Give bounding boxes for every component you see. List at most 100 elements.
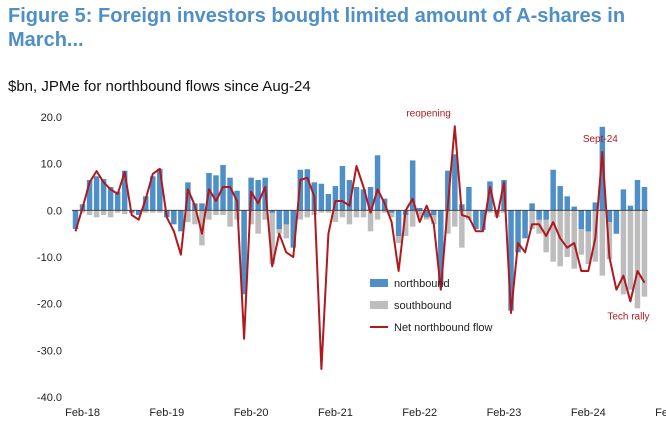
net-northbound-flow-line: [74, 125, 646, 370]
northbound-bar: [599, 126, 606, 211]
northbound-bar: [150, 176, 156, 211]
northbound-bar: [374, 155, 381, 211]
southbound-bar: [227, 210, 233, 227]
southbound-bar: [634, 210, 641, 309]
northbound-bar: [143, 196, 149, 211]
northbound-bar: [445, 170, 451, 211]
legend-label: southbound: [394, 300, 452, 312]
southbound-bar: [381, 210, 388, 213]
southbound-bar: [627, 210, 634, 290]
annotation-label: reopening: [406, 108, 450, 119]
northbound-bar: [627, 205, 634, 211]
annotation-label: Sept-24: [583, 134, 618, 145]
northbound-bar: [423, 210, 430, 218]
northbound-bar: [641, 187, 648, 211]
northbound-bar: [395, 210, 402, 236]
southbound-bar: [487, 210, 493, 213]
southbound-bar: [578, 210, 585, 255]
northbound-bar: [255, 180, 261, 211]
northbound-bar: [93, 176, 100, 211]
x-tick-label: Feb-23: [487, 407, 522, 419]
southbound-bar: [93, 210, 100, 218]
southbound-bar: [220, 210, 226, 215]
northbound-bar: [409, 160, 416, 211]
southbound-bar: [150, 210, 156, 213]
southbound-bar: [157, 210, 163, 213]
northbound-bar: [592, 202, 599, 211]
figure-title: Figure 5: Foreign investors bought limit…: [8, 5, 626, 51]
southbound-bar: [185, 210, 191, 222]
southbound-bar: [360, 210, 367, 218]
legend-swatch: [370, 301, 388, 309]
southbound-bar: [431, 210, 437, 225]
northbound-bar: [304, 169, 311, 211]
northbound-bar: [241, 210, 247, 295]
x-tick-label: Feb-25: [655, 407, 666, 419]
southbound-bars: [72, 210, 648, 309]
northbound-bar: [452, 154, 458, 211]
northbound-bar: [353, 187, 360, 211]
annotation-label: Tech rally: [607, 311, 649, 322]
southbound-bar: [269, 210, 275, 264]
legend-label: northbound: [394, 278, 450, 290]
northbound-bar: [578, 210, 585, 229]
northbound-bar: [290, 210, 297, 248]
southbound-bar: [213, 210, 219, 215]
northbound-bar: [480, 210, 486, 230]
northbound-bar: [543, 210, 549, 220]
northbound-bar: [550, 169, 556, 211]
southbound-bar: [452, 210, 458, 227]
northbound-bar: [606, 210, 613, 222]
northbound-bar: [121, 170, 128, 211]
southbound-bar: [641, 210, 648, 297]
southbound-bar: [388, 210, 395, 218]
southbound-bar: [332, 210, 339, 222]
southbound-bar: [374, 210, 381, 220]
southbound-bar: [262, 210, 268, 220]
northbound-bar: [227, 177, 233, 211]
southbound-bar: [325, 210, 332, 213]
northbound-bar: [613, 210, 620, 234]
northbound-bar: [213, 175, 219, 211]
legend-swatch: [370, 279, 388, 287]
southbound-bar: [536, 210, 542, 234]
northbound-bar: [283, 210, 289, 225]
southbound-bar: [248, 210, 254, 225]
northbound-bar: [536, 210, 542, 220]
southbound-bar: [255, 210, 261, 234]
southbound-bar: [599, 210, 606, 276]
x-tick-label: Feb-24: [571, 407, 606, 419]
northbound-bar: [522, 210, 528, 239]
y-axis-ticks: 20.0 10.0 0.0 -10.0 -20.0 -30.0 -40.0: [37, 112, 62, 404]
x-axis-ticks: Feb-18 Feb-19 Feb-20 Feb-21 Feb-22 Feb-23 Feb-…: [65, 407, 666, 419]
southbound-bar: [100, 210, 107, 215]
southbound-bar: [606, 210, 613, 260]
southbound-bar: [346, 210, 353, 225]
southbound-bar: [339, 210, 346, 218]
northbound-bar: [438, 210, 444, 285]
southbound-bar: [318, 210, 325, 213]
northbound-bar: [557, 186, 563, 211]
legend-label: Net northbound flow: [394, 322, 493, 334]
northbound-bar: [571, 206, 577, 211]
northbound-bar: [269, 210, 275, 213]
southbound-bar: [402, 210, 409, 236]
northbound-bar: [86, 180, 93, 211]
southbound-bar: [550, 210, 556, 262]
northbound-bar: [276, 210, 282, 229]
southbound-bar: [501, 210, 507, 213]
x-tick-label: Feb-18: [65, 407, 100, 419]
southbound-bar: [529, 210, 535, 229]
southbound-bar: [564, 210, 570, 257]
southbound-bar: [121, 210, 128, 215]
southbound-bar: [585, 210, 592, 264]
northbound-bar: [157, 168, 163, 211]
northbound-bar: [339, 166, 346, 211]
x-tick-label: Feb-20: [234, 407, 269, 419]
southbound-bar: [353, 210, 360, 218]
chart-legend: northbound southbound Net northbound flow: [370, 278, 493, 334]
x-tick-label: Feb-21: [318, 407, 353, 419]
southbound-bar: [114, 210, 121, 213]
northbound-bar: [171, 210, 177, 225]
